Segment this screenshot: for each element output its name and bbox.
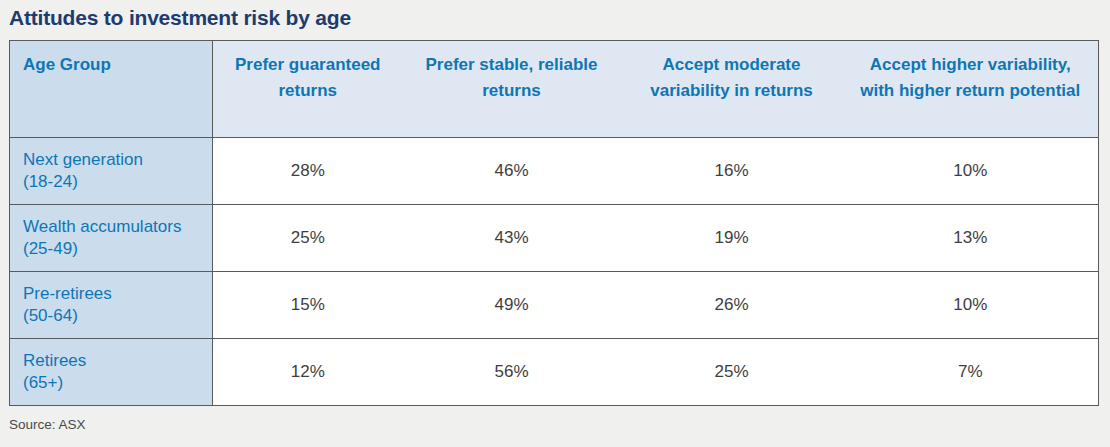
row-label: Next generation xyxy=(23,149,211,171)
table-row: Pre-retirees (50-64) 15% 49% 26% 10% xyxy=(10,272,1099,339)
data-cell: 10% xyxy=(843,138,1099,205)
row-header-pre-retirees: Pre-retirees (50-64) xyxy=(10,272,213,339)
row-label: Retirees xyxy=(23,350,211,372)
column-header-higher: Accept higher variability, with higher r… xyxy=(843,41,1099,138)
page-title: Attitudes to investment risk by age xyxy=(9,6,1110,30)
data-cell: 12% xyxy=(213,339,403,406)
data-cell: 43% xyxy=(403,205,621,272)
row-header-next-generation: Next generation (18-24) xyxy=(10,138,213,205)
data-cell: 16% xyxy=(621,138,843,205)
data-cell: 19% xyxy=(621,205,843,272)
row-sublabel: (18-24) xyxy=(23,171,211,193)
data-cell: 13% xyxy=(843,205,1099,272)
row-label: Pre-retirees xyxy=(23,283,211,305)
table-row: Retirees (65+) 12% 56% 25% 7% xyxy=(10,339,1099,406)
column-header-guaranteed: Prefer guaranteed returns xyxy=(213,41,403,138)
data-cell: 26% xyxy=(621,272,843,339)
data-cell: 25% xyxy=(213,205,403,272)
header-row: Age Group Prefer guaranteed returns Pref… xyxy=(10,41,1099,138)
data-cell: 46% xyxy=(403,138,621,205)
column-header-stable: Prefer stable, reliable returns xyxy=(403,41,621,138)
row-header-wealth-accumulators: Wealth accumulators (25-49) xyxy=(10,205,213,272)
data-cell: 10% xyxy=(843,272,1099,339)
data-cell: 56% xyxy=(403,339,621,406)
row-sublabel: (65+) xyxy=(23,372,211,394)
data-cell: 25% xyxy=(621,339,843,406)
source-note: Source: ASX xyxy=(9,417,1110,432)
data-cell: 15% xyxy=(213,272,403,339)
column-header-moderate: Accept moderate variability in returns xyxy=(621,41,843,138)
row-label: Wealth accumulators xyxy=(23,216,211,238)
column-header-age-group: Age Group xyxy=(10,41,213,138)
table-row: Wealth accumulators (25-49) 25% 43% 19% … xyxy=(10,205,1099,272)
risk-attitudes-table: Age Group Prefer guaranteed returns Pref… xyxy=(9,40,1099,406)
data-cell: 28% xyxy=(213,138,403,205)
data-cell: 7% xyxy=(843,339,1099,406)
data-cell: 49% xyxy=(403,272,621,339)
page: Attitudes to investment risk by age Age … xyxy=(0,0,1110,432)
row-header-retirees: Retirees (65+) xyxy=(10,339,213,406)
table-row: Next generation (18-24) 28% 46% 16% 10% xyxy=(10,138,1099,205)
row-sublabel: (25-49) xyxy=(23,238,211,260)
row-sublabel: (50-64) xyxy=(23,305,211,327)
